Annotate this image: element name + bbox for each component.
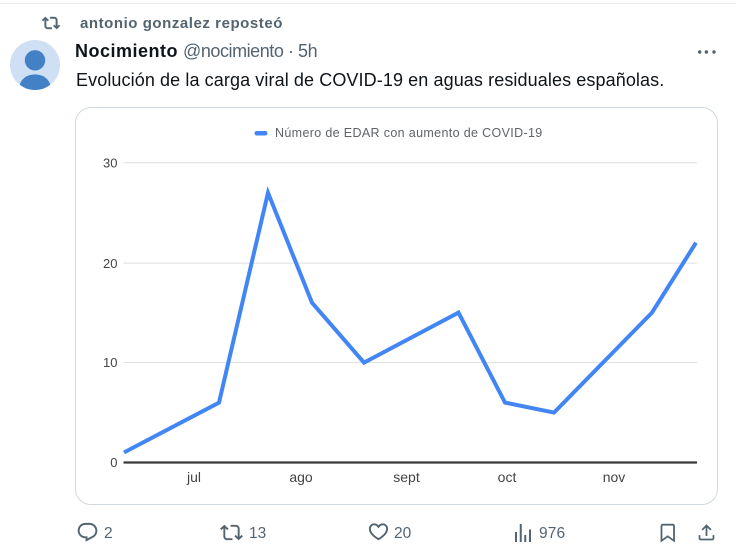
svg-text:sept: sept — [393, 469, 420, 485]
svg-text:nov: nov — [603, 469, 626, 485]
svg-text:30: 30 — [103, 155, 117, 170]
svg-text:0: 0 — [110, 455, 117, 470]
svg-text:oct: oct — [498, 469, 517, 485]
svg-text:10: 10 — [103, 355, 117, 370]
svg-text:20: 20 — [103, 256, 117, 271]
svg-text:Número de EDAR con aumento de: Número de EDAR con aumento de COVID-19 — [275, 126, 543, 140]
svg-text:jul: jul — [186, 469, 201, 485]
svg-text:ago: ago — [289, 469, 313, 485]
